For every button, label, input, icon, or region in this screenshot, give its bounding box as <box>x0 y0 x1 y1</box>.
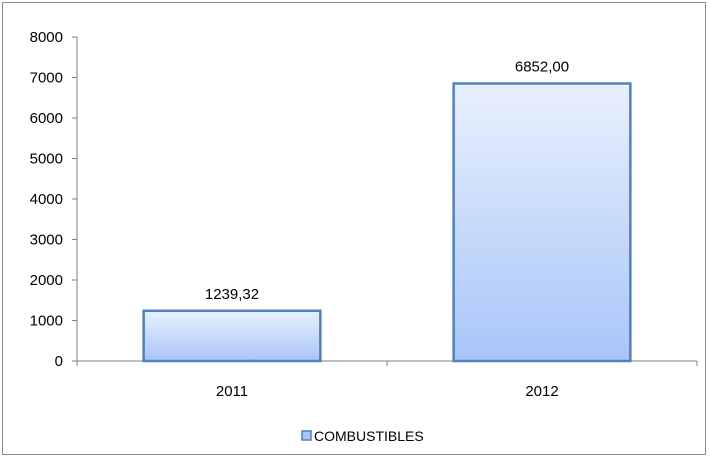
legend: COMBUSTIBLES <box>301 428 424 444</box>
y-tick-label: 3000 <box>30 232 63 249</box>
y-tick-label: 8000 <box>30 29 63 46</box>
data-label-2011: 1239,32 <box>205 286 259 303</box>
y-tick-label: 4000 <box>30 191 63 208</box>
data-label-2012: 6852,00 <box>515 58 569 75</box>
y-axis: 0 1000 2000 3000 4000 5000 6000 7000 8000 <box>30 29 78 370</box>
y-tick-label: 0 <box>55 353 63 370</box>
data-labels: 1239,32 6852,00 <box>205 58 569 302</box>
x-tick-label: 2011 <box>216 383 248 400</box>
y-tick-label: 2000 <box>30 272 63 289</box>
y-tick-label: 7000 <box>30 70 63 87</box>
y-tick-label: 5000 <box>30 151 63 168</box>
x-axis: 2011 2012 <box>76 360 698 400</box>
x-tick-label: 2012 <box>525 383 558 400</box>
y-tick-label: 6000 <box>30 110 63 127</box>
legend-label-combustibles: COMBUSTIBLES <box>314 428 424 444</box>
bar-2011 <box>142 309 322 363</box>
bars <box>142 82 632 363</box>
bar-2012 <box>452 82 632 363</box>
chart-frame: 0 1000 2000 3000 4000 5000 6000 7000 8000 2011 20… <box>2 2 706 455</box>
y-tick-label: 1000 <box>30 313 63 330</box>
legend-swatch-combustibles <box>301 430 312 441</box>
